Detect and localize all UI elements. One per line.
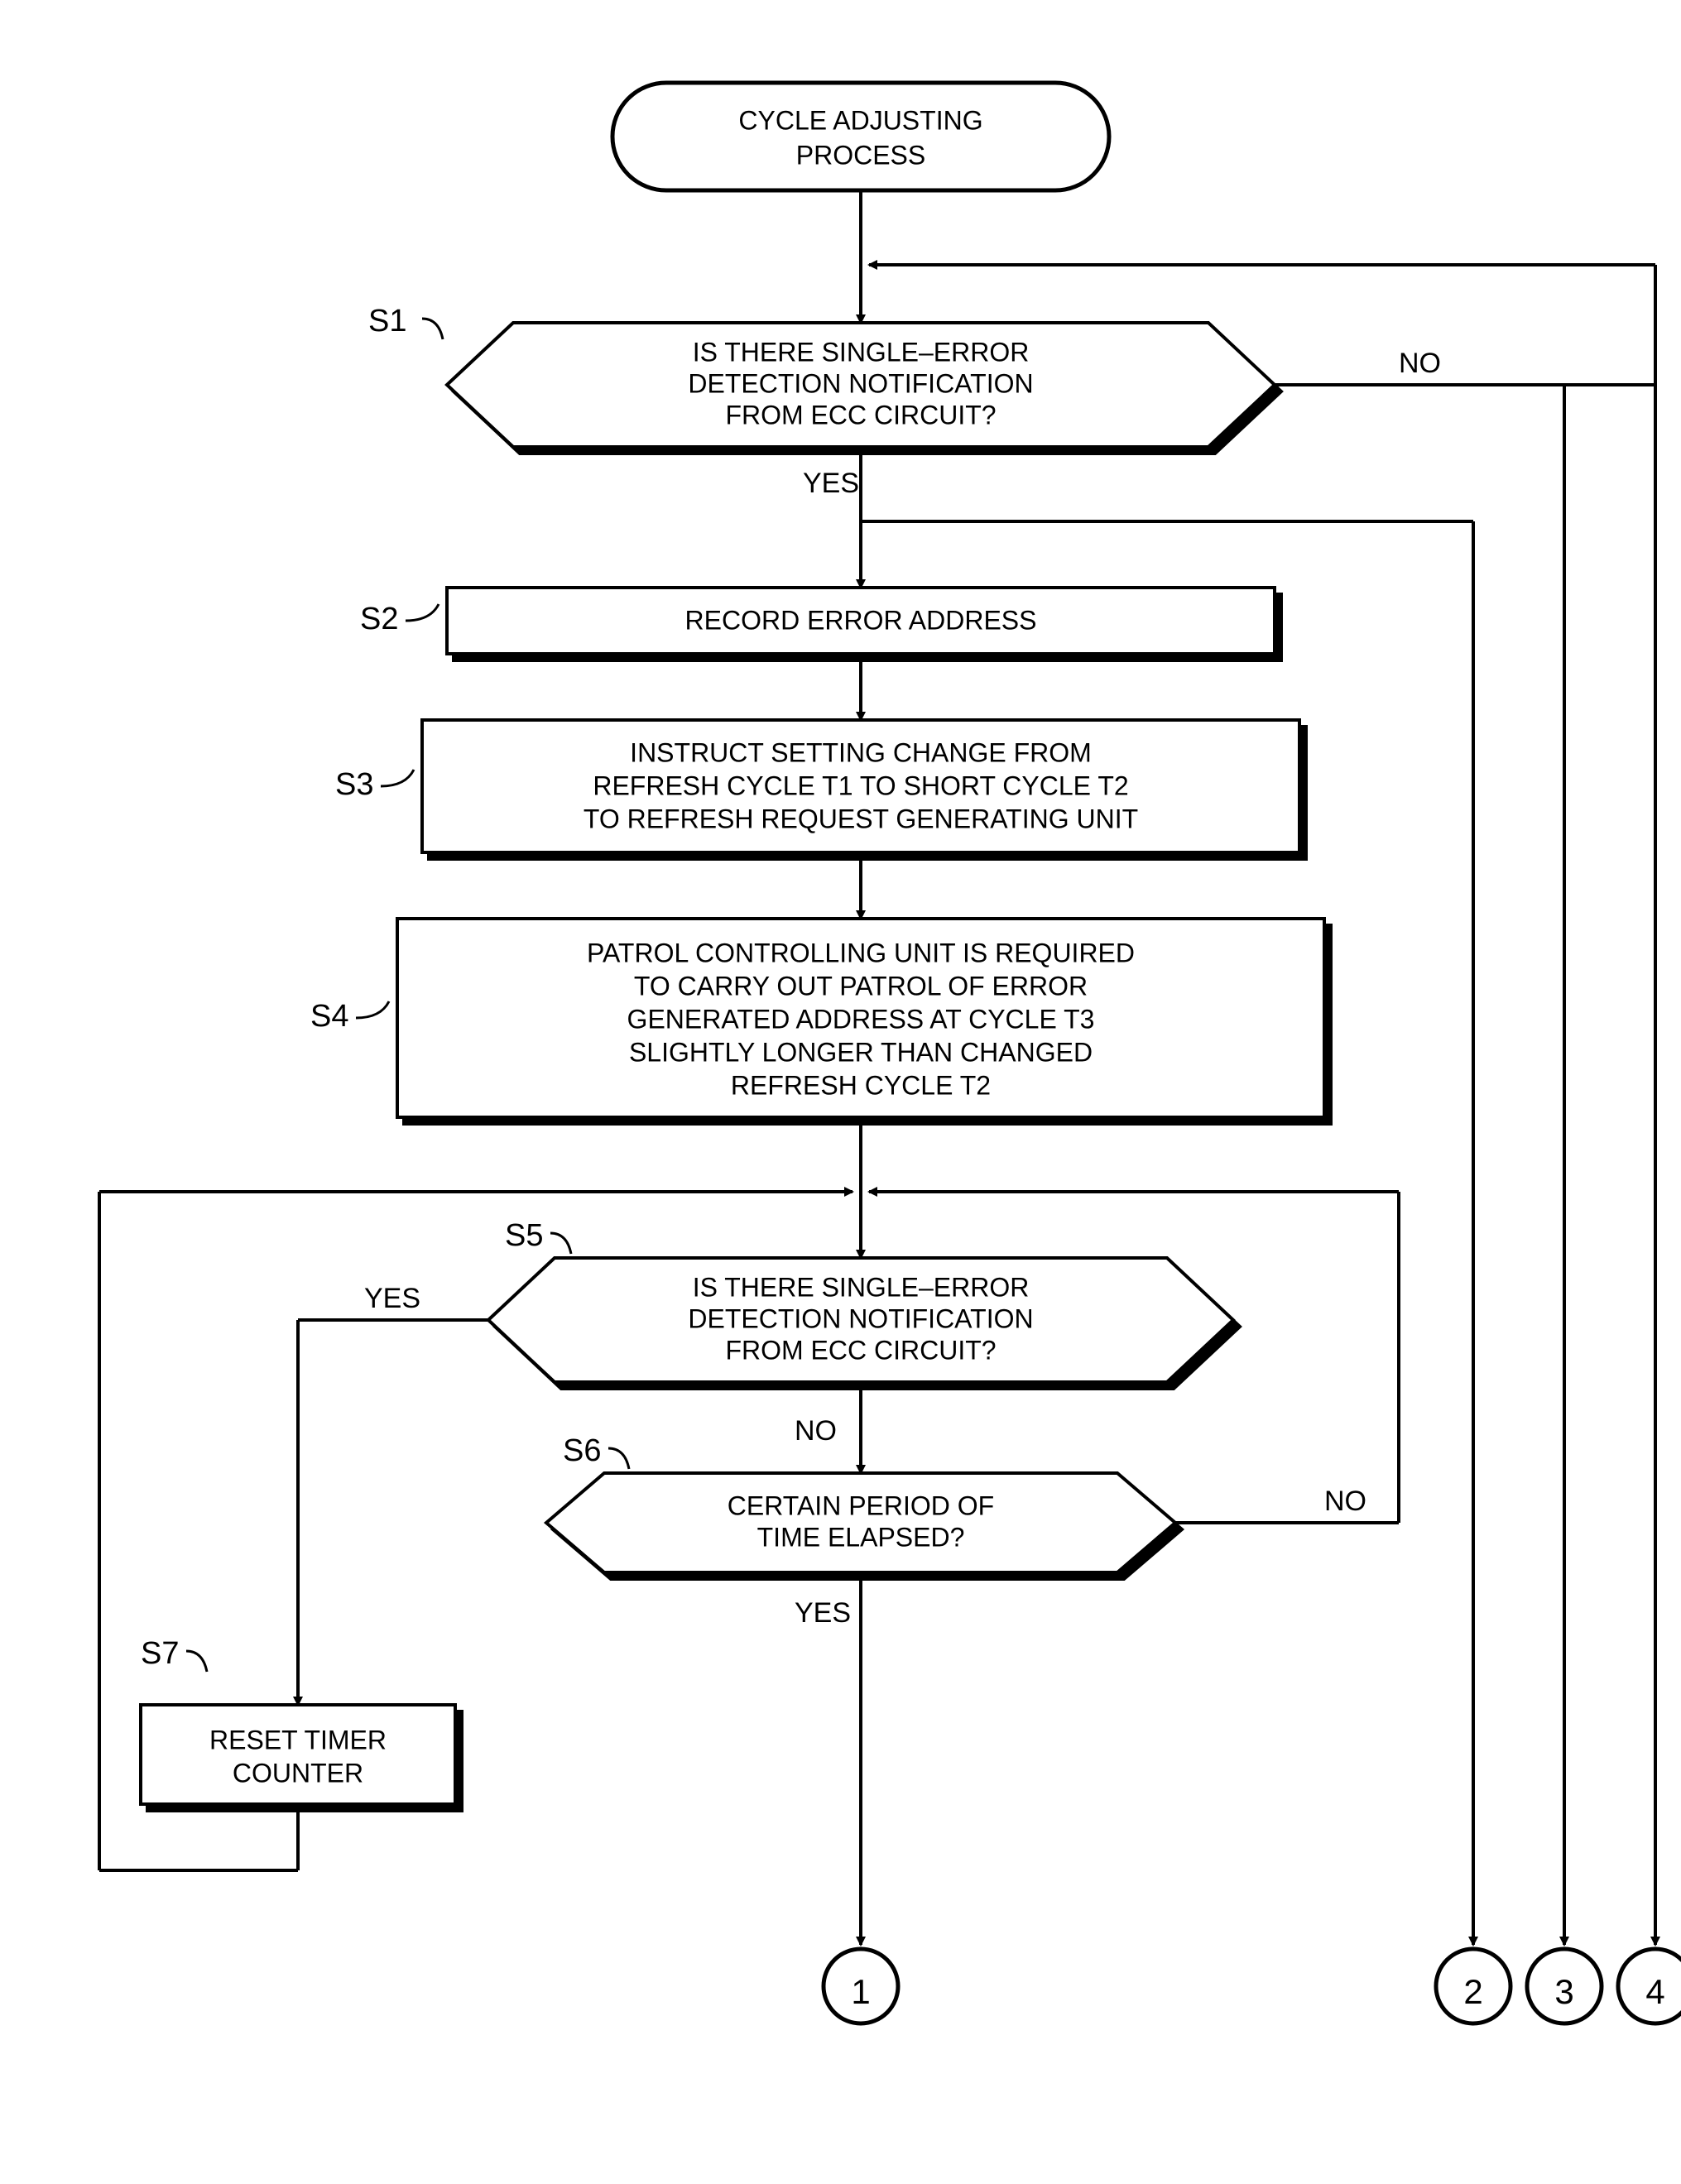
s1-line-0: IS THERE SINGLE–ERROR <box>693 337 1030 367</box>
s7-line-1: COUNTER <box>233 1758 363 1788</box>
s3-line-2: TO REFRESH REQUEST GENERATING UNIT <box>584 804 1138 833</box>
s3-line-1: REFRESH CYCLE T1 TO SHORT CYCLE T2 <box>593 770 1128 800</box>
s1-no-label: NO <box>1399 348 1441 379</box>
s1-line-2: FROM ECC CIRCUIT? <box>725 400 996 430</box>
conn3-label: 3 <box>1554 1972 1573 2011</box>
connector-1: 1 <box>824 1949 898 2023</box>
s7-step-label: S7 <box>141 1636 179 1671</box>
connector-4: 4 <box>1618 1949 1681 2023</box>
s2-line-0: RECORD ERROR ADDRESS <box>685 605 1037 635</box>
s4-line-4: REFRESH CYCLE T2 <box>731 1070 991 1100</box>
s1-yes-label: YES <box>803 468 859 499</box>
start-line-1: PROCESS <box>796 140 925 170</box>
s6-step-label: S6 <box>563 1433 601 1468</box>
s4-step-label: S4 <box>310 999 348 1034</box>
s3-step-label: S3 <box>335 767 373 802</box>
s6-line-1: TIME ELAPSED? <box>757 1522 965 1552</box>
s5-step-label: S5 <box>505 1218 543 1253</box>
s1-step-label: S1 <box>368 304 406 338</box>
start-node: CYCLE ADJUSTING PROCESS <box>612 83 1109 190</box>
s2-step-label: S2 <box>360 602 398 636</box>
s4-line-0: PATROL CONTROLLING UNIT IS REQUIRED <box>587 938 1135 967</box>
connector-3: 3 <box>1527 1949 1602 2023</box>
connector-2: 2 <box>1436 1949 1510 2023</box>
s6-line-0: CERTAIN PERIOD OF <box>728 1490 994 1520</box>
s4-line-1: TO CARRY OUT PATROL OF ERROR <box>634 971 1088 1001</box>
s1-line-1: DETECTION NOTIFICATION <box>688 368 1033 398</box>
s3-line-0: INSTRUCT SETTING CHANGE FROM <box>630 737 1092 767</box>
s7-line-0: RESET TIMER <box>209 1725 387 1754</box>
start-line-0: CYCLE ADJUSTING <box>738 105 982 135</box>
s5-no-label: NO <box>795 1415 837 1447</box>
s5-line-0: IS THERE SINGLE–ERROR <box>693 1272 1030 1302</box>
conn1-label: 1 <box>851 1972 870 2011</box>
s4-line-2: GENERATED ADDRESS AT CYCLE T3 <box>627 1004 1095 1034</box>
s5-yes-label: YES <box>364 1283 420 1314</box>
s5-line-1: DETECTION NOTIFICATION <box>688 1303 1033 1333</box>
conn2-label: 2 <box>1463 1972 1482 2011</box>
flowchart-svg: CYCLE ADJUSTING PROCESS IS THERE SINGLE–… <box>33 33 1681 2151</box>
s5-line-2: FROM ECC CIRCUIT? <box>725 1335 996 1365</box>
s4-line-3: SLIGHTLY LONGER THAN CHANGED <box>629 1037 1093 1067</box>
conn4-label: 4 <box>1645 1972 1664 2011</box>
s6-yes-label: YES <box>795 1597 851 1629</box>
s6-no-label: NO <box>1324 1486 1366 1517</box>
